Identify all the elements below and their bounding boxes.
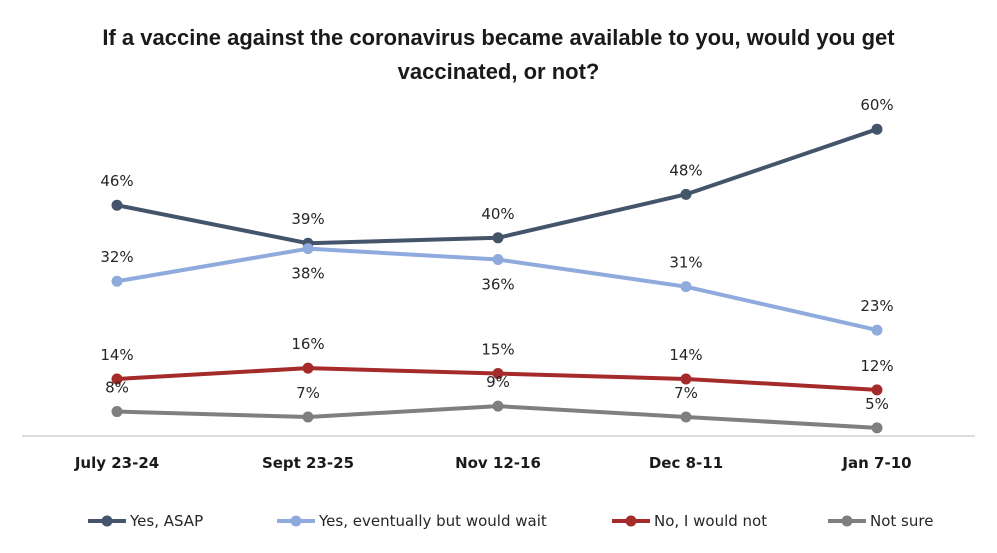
series-0: 46% 39% 40% 48% 60%: [100, 96, 894, 249]
data-point: [492, 254, 504, 266]
data-point: [871, 384, 883, 396]
legend-label: Yes, ASAP: [129, 512, 203, 530]
x-tick-label: Nov 12-16: [455, 454, 541, 472]
data-label: 15%: [481, 341, 514, 359]
x-tick-label: Jan 7-10: [841, 454, 911, 472]
data-label: 14%: [669, 346, 702, 364]
x-tick-label: Dec 8-11: [649, 454, 723, 472]
series-1: 32% 38% 36% 31% 23%: [100, 243, 894, 336]
data-point: [680, 281, 692, 293]
legend-label: No, I would not: [654, 512, 767, 530]
legend-swatch-marker: [290, 515, 302, 527]
legend-swatch-marker: [841, 515, 853, 527]
legend-item: Yes, ASAP: [88, 512, 203, 530]
data-label: 40%: [481, 205, 514, 223]
data-label: 46%: [100, 172, 133, 190]
data-label: 23%: [860, 297, 893, 315]
data-label: 48%: [669, 161, 702, 179]
data-label: 9%: [486, 373, 510, 391]
data-label: 8%: [105, 379, 129, 397]
data-point: [111, 406, 123, 418]
data-label: 14%: [100, 346, 133, 364]
data-label: 60%: [860, 96, 893, 114]
data-point: [492, 368, 504, 380]
legend-label: Yes, eventually but would wait: [318, 512, 547, 530]
legend-item: Not sure: [828, 512, 933, 530]
data-point: [680, 373, 692, 385]
x-tick-label: Sept 23-25: [262, 454, 354, 472]
data-point: [111, 199, 123, 211]
data-label: 36%: [481, 276, 514, 294]
chart-title-line-2: vaccinated, or not?: [397, 59, 600, 84]
legend-item: Yes, eventually but would wait: [277, 512, 547, 530]
legend-item: No, I would not: [612, 512, 767, 530]
legend-swatch-marker: [101, 515, 113, 527]
data-point: [302, 411, 314, 423]
series-2: 14% 16% 15% 14% 12%: [100, 335, 894, 396]
data-point: [492, 400, 504, 412]
chart-title-line-1: If a vaccine against the coronavirus bec…: [102, 25, 895, 50]
data-label: 5%: [865, 395, 889, 413]
data-point: [492, 232, 504, 244]
series-3: 8% 7% 9% 7% 5%: [105, 373, 889, 434]
data-point: [871, 422, 883, 434]
data-point: [871, 324, 883, 336]
data-label: 39%: [291, 210, 324, 228]
data-point: [302, 362, 314, 374]
series-line: [116, 127, 878, 246]
legend-label: Not sure: [870, 512, 933, 530]
data-point: [302, 243, 314, 255]
data-point: [680, 411, 692, 423]
data-label: 16%: [291, 335, 324, 353]
legend-swatch-marker: [625, 515, 637, 527]
data-label: 12%: [860, 357, 893, 375]
data-label: 7%: [674, 384, 698, 402]
data-point: [111, 275, 123, 287]
x-tick-label: July 23-24: [74, 454, 159, 472]
data-point: [111, 373, 123, 385]
data-label: 7%: [296, 384, 320, 402]
data-label: 31%: [669, 254, 702, 272]
data-label: 32%: [100, 248, 133, 266]
data-label: 38%: [291, 265, 324, 283]
data-point: [680, 188, 692, 200]
data-point: [871, 123, 883, 135]
